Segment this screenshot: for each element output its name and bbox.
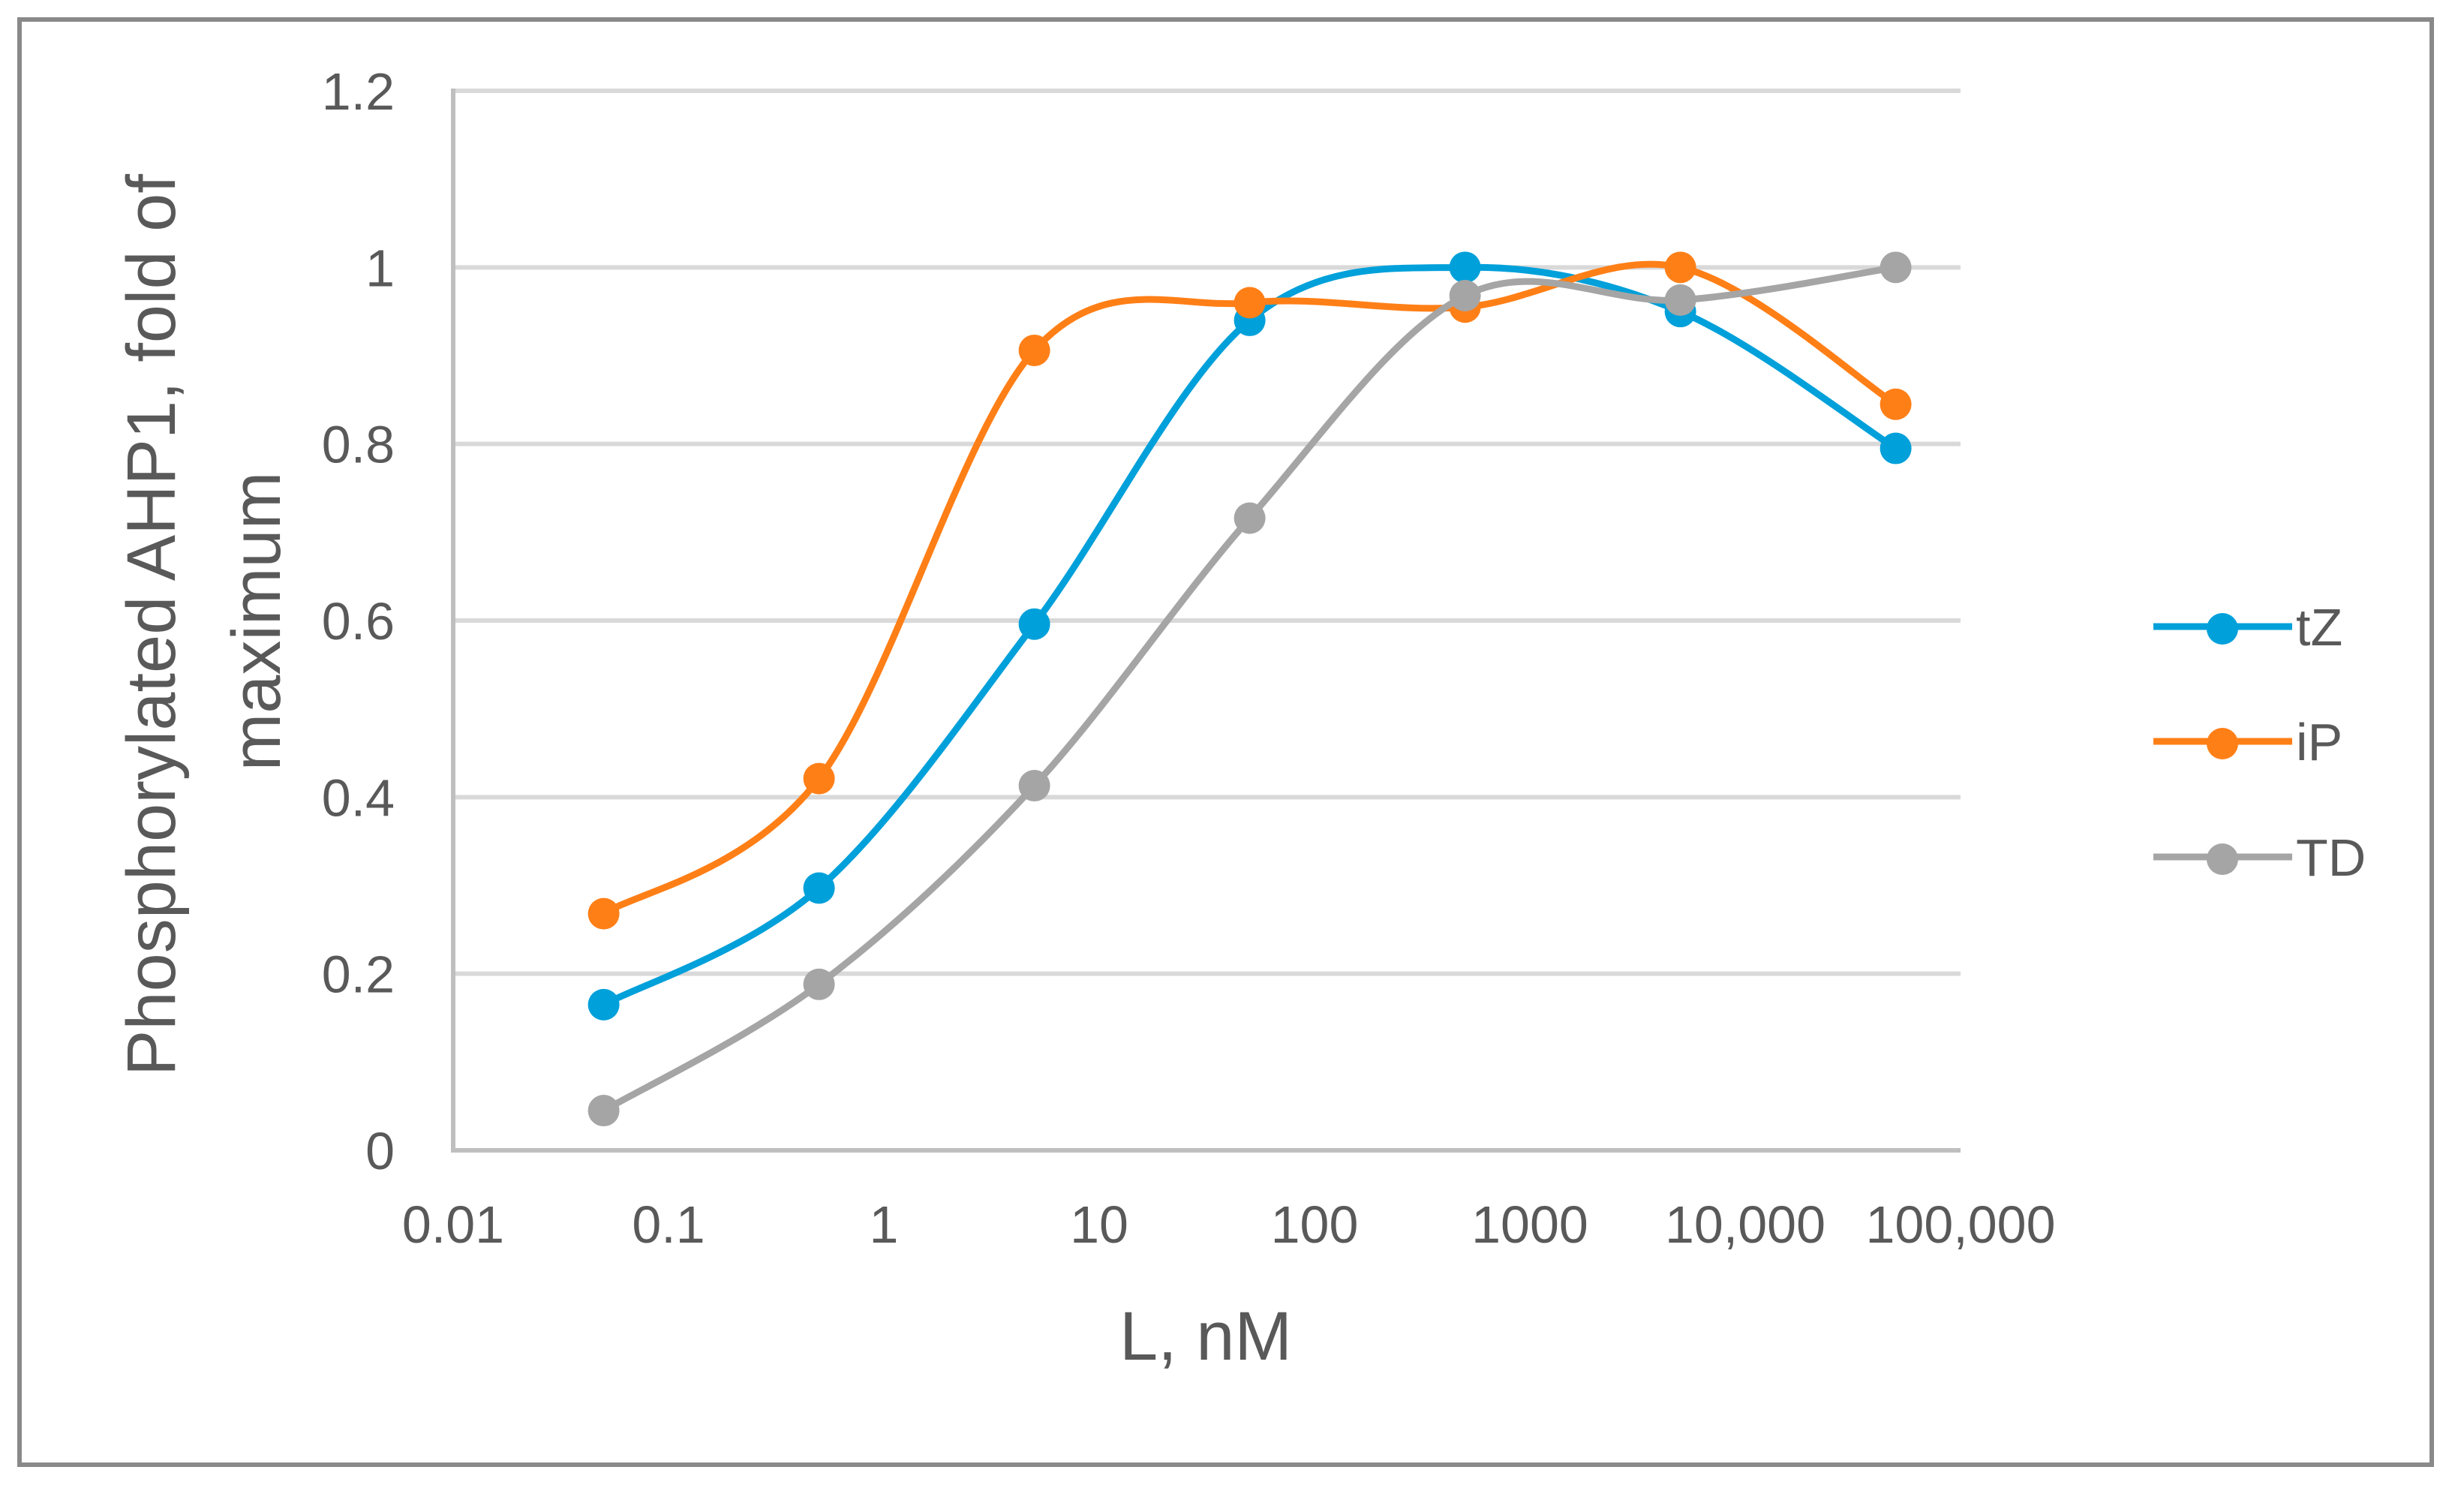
data-point-marker [1234, 287, 1266, 319]
data-point-marker [1880, 388, 1912, 420]
legend-label: tZ [2296, 598, 2342, 657]
data-point-marker [803, 968, 835, 1000]
series-iP [587, 251, 1912, 930]
legend-marker-icon [2207, 728, 2238, 759]
y-axis-title-line-1: Phosphorylated AHP1, fold of [113, 174, 190, 1076]
data-point-marker [1449, 251, 1481, 284]
y-tick-label: 1 [365, 239, 395, 297]
x-tick-label: 10,000 [1665, 1195, 1825, 1254]
x-tick-label: 100 [1271, 1195, 1359, 1254]
axes [451, 89, 1961, 1153]
data-point-marker [1449, 279, 1481, 311]
legend-label: iP [2296, 713, 2342, 771]
data-point-marker [587, 1095, 620, 1127]
plot-area [587, 251, 1912, 1127]
data-point-marker [1018, 770, 1050, 802]
legend-item-iP: iP [2153, 713, 2342, 771]
x-tick-label: 1000 [1471, 1195, 1588, 1254]
y-tick-label: 0.8 [322, 416, 395, 474]
chart-frame [17, 17, 2434, 1467]
y-axis-tick-labels: 0 0.2 0.4 0.6 0.8 1 1.2 [322, 62, 395, 1180]
data-point-marker [1664, 251, 1696, 284]
series-TD [587, 251, 1912, 1127]
x-tick-label: 0.01 [402, 1195, 504, 1254]
y-tick-label: 0 [365, 1122, 395, 1180]
data-point-marker [1018, 334, 1050, 366]
y-tick-label: 0.2 [322, 945, 395, 1004]
legend: tZ iP TD [2153, 598, 2366, 887]
x-axis-title: L, nM [1119, 1298, 1292, 1375]
legend-item-tZ: tZ [2153, 598, 2342, 657]
gridlines [453, 89, 1961, 976]
y-tick-label: 0.6 [322, 592, 395, 651]
y-tick-label: 0.4 [322, 768, 395, 827]
data-point-marker [1234, 502, 1266, 534]
x-tick-label: 100,000 [1865, 1195, 2055, 1254]
x-tick-label: 0.1 [632, 1195, 705, 1254]
data-point-marker [1018, 608, 1050, 640]
legend-label: TD [2296, 828, 2366, 887]
data-point-marker [1664, 284, 1696, 316]
data-point-marker [587, 988, 620, 1021]
x-axis-tick-labels: 0.01 0.1 1 10 100 1000 10,000 100,000 [402, 1195, 2056, 1254]
data-point-marker [803, 762, 835, 795]
y-axis-title: Phosphorylated AHP1, fold of maximum [113, 174, 295, 1076]
data-point-marker [803, 872, 835, 904]
x-tick-label: 10 [1070, 1195, 1128, 1254]
legend-marker-icon [2207, 843, 2238, 875]
data-point-marker [1880, 251, 1912, 284]
y-axis-title-line-2: maximum [218, 472, 295, 771]
data-point-marker [587, 897, 620, 930]
x-tick-label: 1 [870, 1195, 899, 1254]
data-point-marker [1880, 432, 1912, 464]
y-tick-label: 1.2 [322, 62, 395, 121]
legend-marker-icon [2207, 613, 2238, 645]
legend-item-TD: TD [2153, 828, 2366, 887]
